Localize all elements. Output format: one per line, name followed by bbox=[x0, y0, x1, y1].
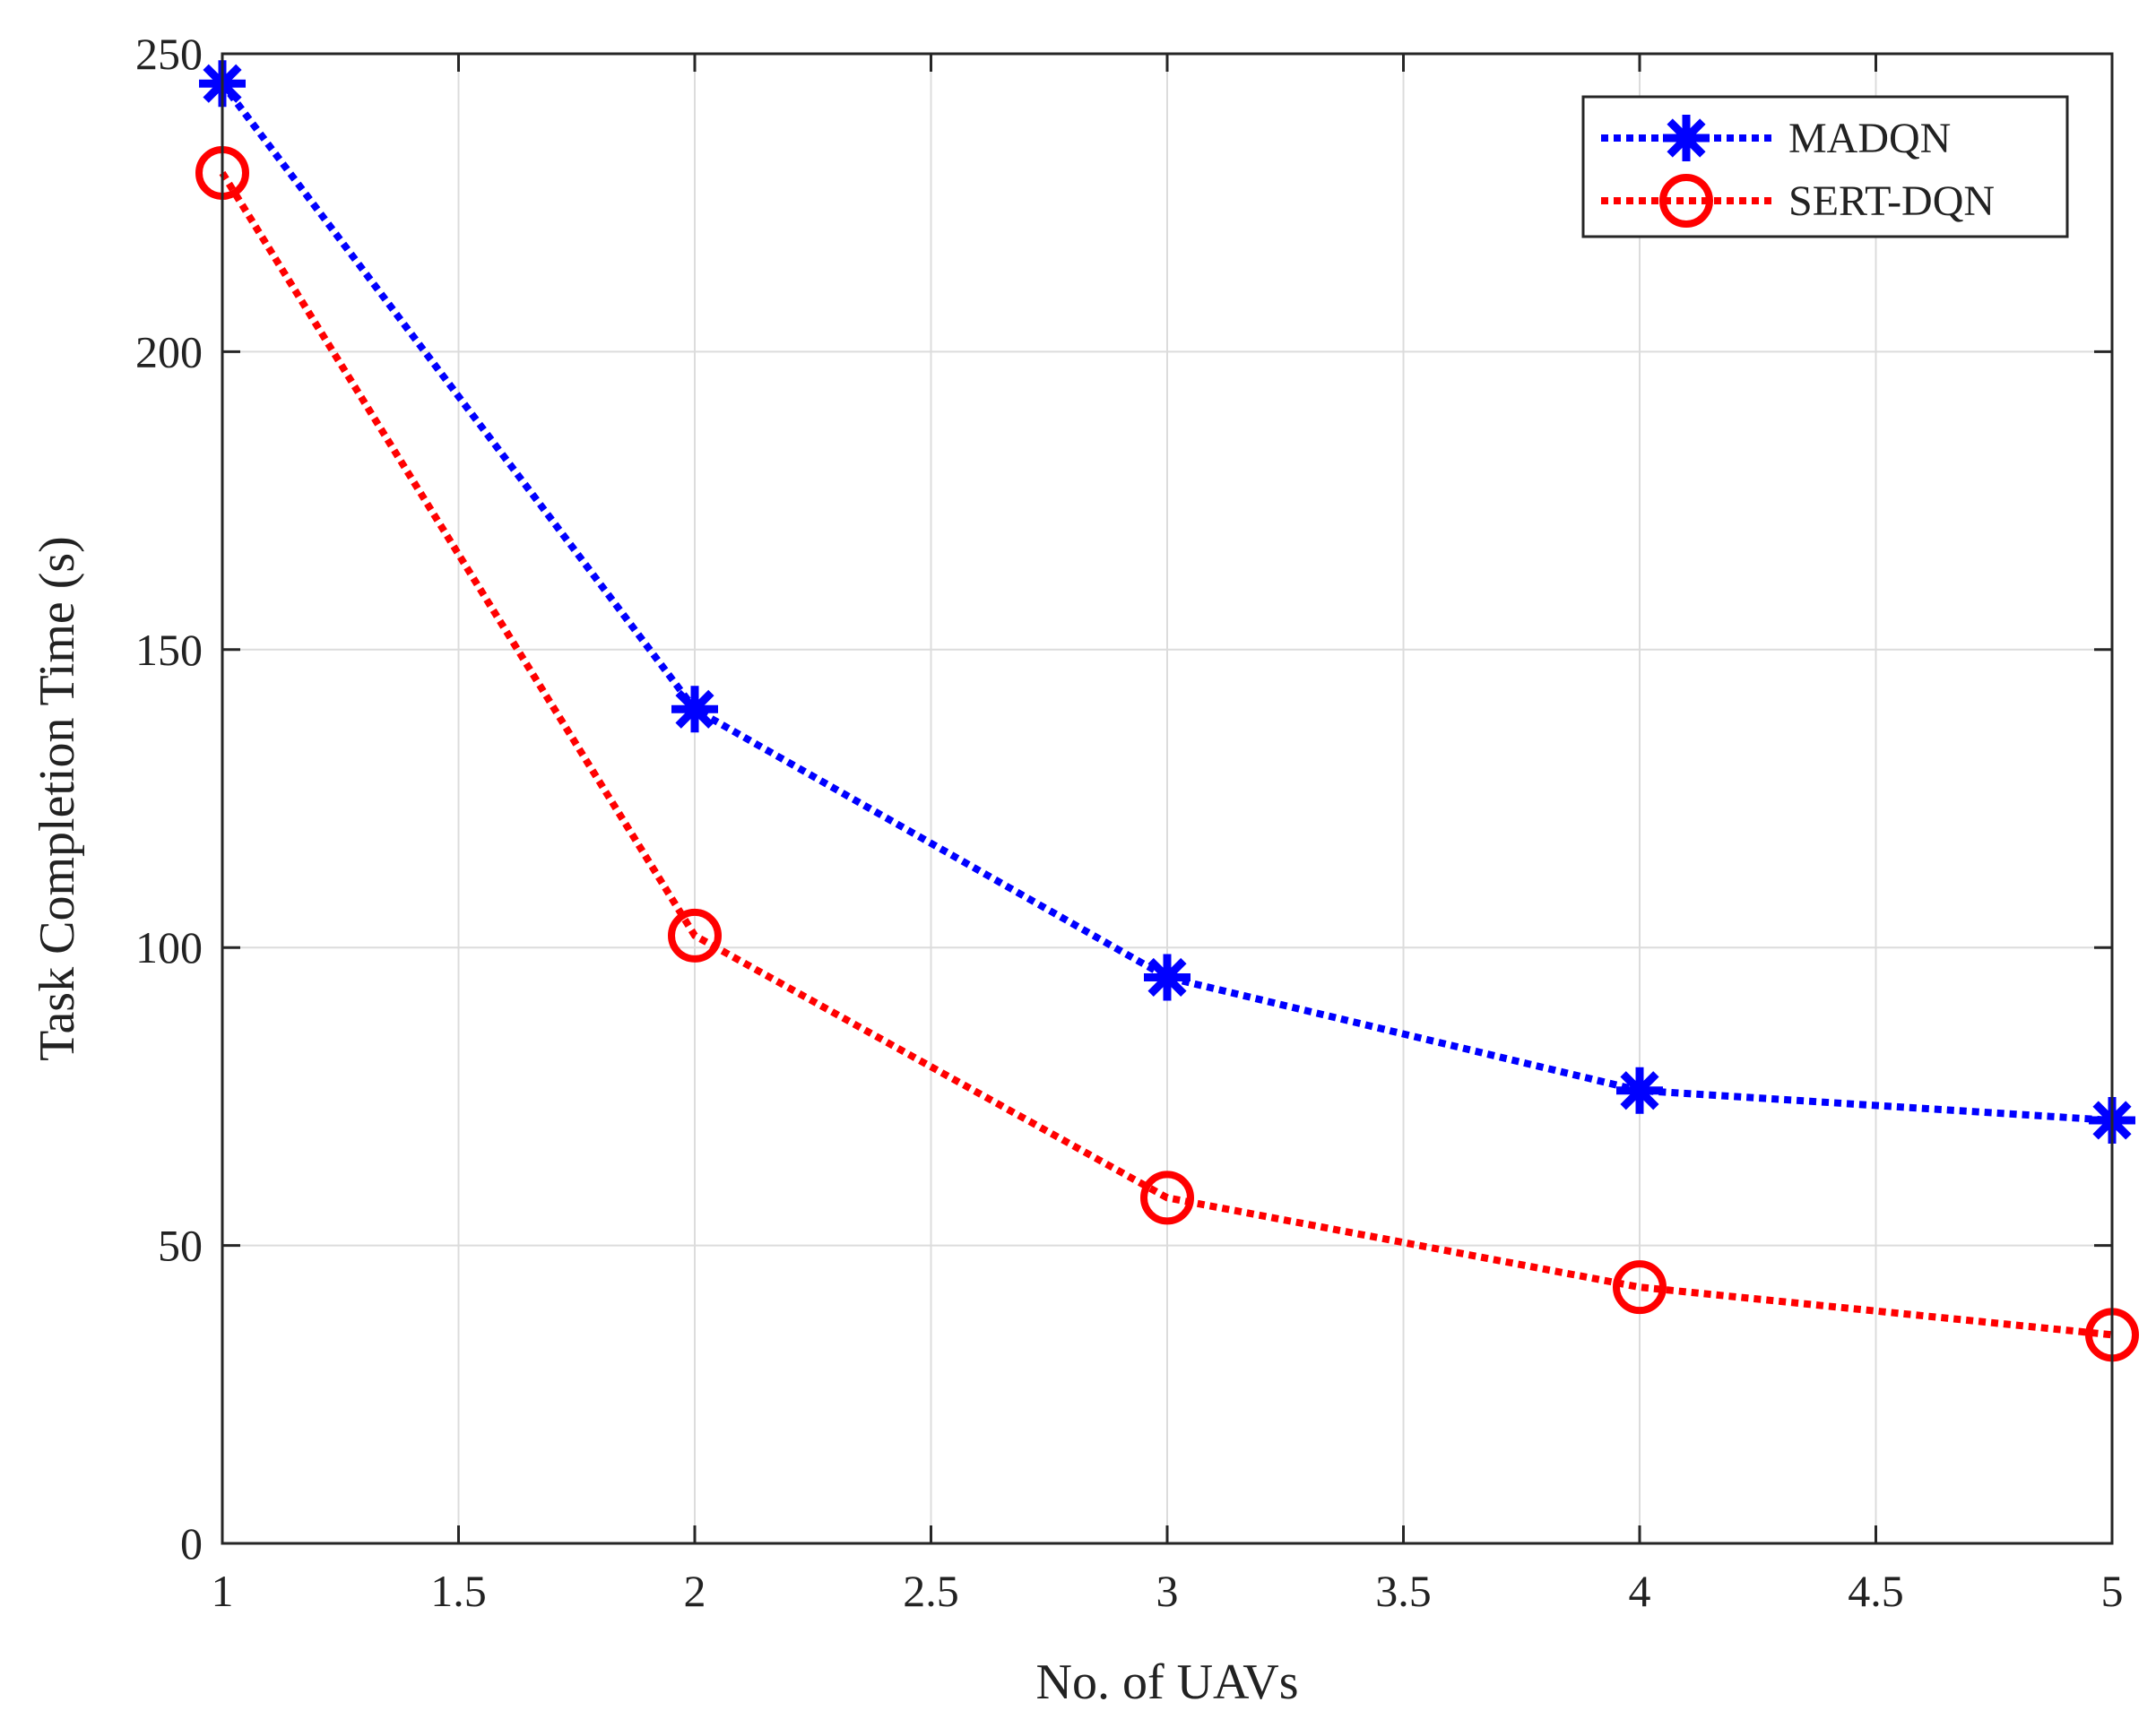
y-tick-labels: 0 50 100 150 200 250 bbox=[135, 29, 203, 1568]
y-tick-label: 200 bbox=[135, 326, 203, 376]
legend-marker-madqn bbox=[1663, 115, 1710, 161]
y-tick-label: 0 bbox=[180, 1518, 203, 1568]
data-point-madqn bbox=[1616, 1067, 1663, 1114]
x-tick-label: 2 bbox=[684, 1566, 706, 1616]
y-tick-label: 150 bbox=[135, 625, 203, 675]
series-line-madqn bbox=[219, 81, 2113, 1124]
data-point-sert-dqn bbox=[668, 908, 722, 963]
x-axis-label: No. of UAVs bbox=[1036, 1655, 1299, 1710]
x-tick-label: 4 bbox=[1629, 1566, 1651, 1616]
x-tick-label: 2.5 bbox=[903, 1566, 959, 1616]
data-point-sert-dqn bbox=[1140, 1171, 1194, 1225]
x-tick-label: 3.5 bbox=[1375, 1566, 1432, 1616]
x-tick-label: 5 bbox=[2101, 1566, 2124, 1616]
x-tick-label: 1.5 bbox=[430, 1566, 487, 1616]
series-line-sert-dqn bbox=[219, 170, 2113, 1339]
y-tick-label: 100 bbox=[135, 922, 203, 972]
x-tick-labels: 1 1.5 2 2.5 3 3.5 4 4.5 5 bbox=[212, 1566, 2124, 1616]
y-tick-label: 250 bbox=[135, 29, 203, 79]
y-axis-label: Task Completion Time (s) bbox=[30, 536, 85, 1061]
legend-marker-sert-dqn bbox=[1659, 174, 1713, 228]
legend-entry-madqn: MADQN bbox=[1601, 115, 1951, 162]
legend-label-sert-dqn: SERT-DQN bbox=[1788, 177, 1995, 225]
data-point-madqn bbox=[1144, 954, 1191, 1001]
data-point-madqn bbox=[671, 686, 718, 733]
y-tick-label: 50 bbox=[158, 1221, 203, 1271]
data-point-sert-dqn bbox=[1613, 1260, 1667, 1315]
legend: MADQN SERT-DQN bbox=[1581, 95, 2069, 238]
x-tick-label: 1 bbox=[212, 1566, 234, 1616]
axis-ticks bbox=[221, 52, 2114, 1545]
x-tick-label: 3 bbox=[1156, 1566, 1179, 1616]
grid-lines bbox=[222, 54, 2112, 1543]
legend-entry-sert-dqn: SERT-DQN bbox=[1601, 174, 1995, 228]
legend-label-madqn: MADQN bbox=[1788, 115, 1951, 162]
x-tick-label: 4.5 bbox=[1848, 1566, 1904, 1616]
